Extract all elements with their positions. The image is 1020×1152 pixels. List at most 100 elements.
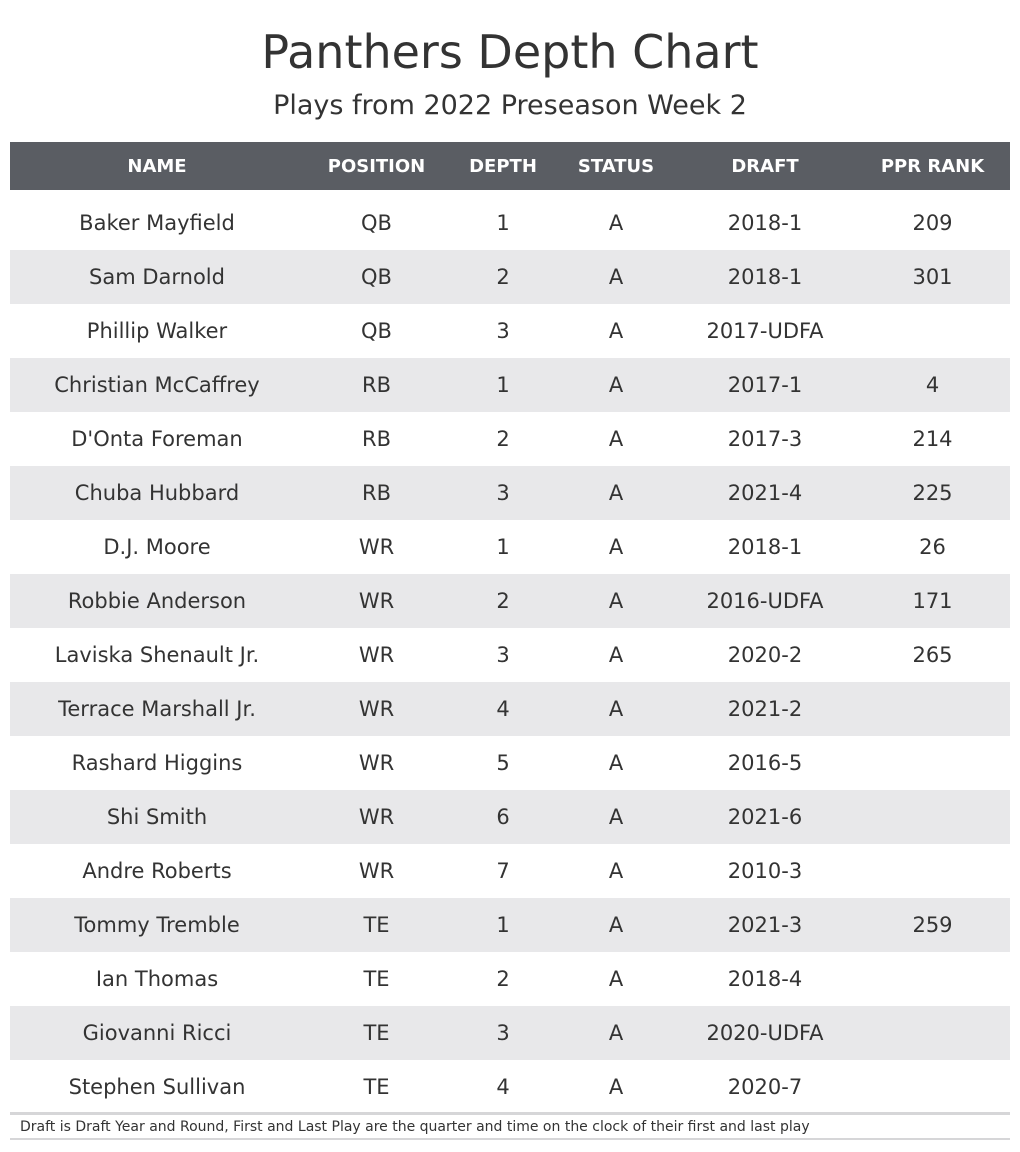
draft-cell: 2016-UDFA	[706, 589, 824, 613]
player-name-cell: D'Onta Foreman	[71, 427, 243, 451]
table-row: Robbie Anderson WR 2 A 2016-UDFA 171	[10, 574, 1010, 628]
draft-cell: 2018-1	[727, 211, 803, 235]
status-cell: A	[608, 589, 624, 613]
column-header-name: NAME	[127, 155, 187, 177]
player-name-cell: Laviska Shenault Jr.	[54, 643, 260, 667]
depth-cell: 1	[496, 535, 510, 559]
position-cell: TE	[363, 1021, 390, 1045]
draft-cell: 2018-1	[727, 265, 803, 289]
player-name-cell: Andre Roberts	[82, 859, 232, 883]
table-row: Baker Mayfield QB 1 A 2018-1 209	[10, 196, 1010, 250]
player-name-cell: Ian Thomas	[95, 967, 219, 991]
status-cell: A	[608, 535, 624, 559]
depth-cell: 4	[496, 1075, 510, 1099]
depth-cell: 4	[496, 697, 510, 721]
table-row: Laviska Shenault Jr. WR 3 A 2020-2 265	[10, 628, 1010, 682]
player-name-cell: Chuba Hubbard	[74, 481, 240, 505]
player-name-cell: Tommy Tremble	[74, 913, 240, 937]
column-header-ppr-rank: PPR RANK	[880, 155, 985, 177]
status-cell: A	[608, 319, 624, 343]
position-cell: WR	[358, 589, 395, 613]
status-cell: A	[608, 913, 624, 937]
draft-cell: 2017-UDFA	[706, 319, 824, 343]
depth-cell: 3	[496, 643, 510, 667]
draft-cell: 2017-1	[727, 373, 803, 397]
table-body: Baker Mayfield QB 1 A 2018-1 209 Sam Darnold QB…	[10, 196, 1010, 1114]
ppr-rank-cell: 26	[919, 535, 946, 559]
draft-cell: 2021-3	[727, 913, 803, 937]
draft-cell: 2021-6	[727, 805, 803, 829]
ppr-rank-cell: 301	[912, 265, 953, 289]
status-cell: A	[608, 481, 624, 505]
footnote: Draft is Draft Year and Round, First and…	[10, 1112, 1010, 1140]
status-cell: A	[608, 1075, 624, 1099]
table-row: Christian McCaffrey RB 1 A 2017-1 4	[10, 358, 1010, 412]
player-name-cell: D.J. Moore	[103, 535, 211, 559]
draft-cell: 2017-3	[727, 427, 803, 451]
ppr-rank-cell: 214	[912, 427, 953, 451]
position-cell: QB	[361, 265, 392, 289]
draft-cell: 2021-2	[727, 697, 803, 721]
status-cell: A	[608, 265, 624, 289]
draft-cell: 2021-4	[727, 481, 803, 505]
depth-cell: 6	[496, 805, 510, 829]
position-cell: QB	[361, 211, 392, 235]
table-row: D.J. Moore WR 1 A 2018-1 26	[10, 520, 1010, 574]
status-cell: A	[608, 1021, 624, 1045]
position-cell: WR	[358, 643, 395, 667]
position-cell: TE	[363, 967, 390, 991]
player-name-cell: Baker Mayfield	[79, 211, 235, 235]
depth-cell: 3	[496, 481, 510, 505]
depth-cell: 3	[496, 319, 510, 343]
depth-cell: 1	[496, 211, 510, 235]
status-cell: A	[608, 211, 624, 235]
position-cell: WR	[358, 697, 395, 721]
column-header-draft: DRAFT	[731, 155, 799, 177]
position-cell: TE	[363, 913, 390, 937]
draft-cell: 2016-5	[727, 751, 803, 775]
position-cell: RB	[362, 427, 391, 451]
position-cell: WR	[358, 805, 395, 829]
depth-chart-table: NAME POSITION DEPTH STATUS DRAFT PPR RAN…	[10, 142, 1010, 1114]
table-row: D'Onta Foreman RB 2 A 2017-3 214	[10, 412, 1010, 466]
status-cell: A	[608, 859, 624, 883]
ppr-rank-cell: 171	[912, 589, 953, 613]
position-cell: WR	[358, 859, 395, 883]
player-name-cell: Giovanni Ricci	[82, 1021, 232, 1045]
depth-cell: 1	[496, 373, 510, 397]
ppr-rank-cell: 225	[912, 481, 953, 505]
page-subtitle: Plays from 2022 Preseason Week 2	[273, 90, 747, 121]
column-header-depth: DEPTH	[469, 155, 537, 177]
player-name-cell: Christian McCaffrey	[54, 373, 260, 397]
position-cell: TE	[363, 1075, 390, 1099]
depth-cell: 3	[496, 1021, 510, 1045]
status-cell: A	[608, 967, 624, 991]
status-cell: A	[608, 697, 624, 721]
depth-cell: 7	[496, 859, 510, 883]
player-name-cell: Robbie Anderson	[67, 589, 247, 613]
draft-cell: 2010-3	[727, 859, 803, 883]
status-cell: A	[608, 751, 624, 775]
depth-cell: 2	[496, 265, 510, 289]
ppr-rank-cell: 259	[912, 913, 953, 937]
depth-cell: 2	[496, 967, 510, 991]
status-cell: A	[608, 427, 624, 451]
depth-cell: 2	[496, 427, 510, 451]
player-name-cell: Stephen Sullivan	[68, 1075, 246, 1099]
player-name-cell: Rashard Higgins	[71, 751, 243, 775]
player-name-cell: Sam Darnold	[89, 265, 225, 289]
position-cell: RB	[362, 481, 391, 505]
table-row: Ian Thomas TE 2 A 2018-4	[10, 952, 1010, 1006]
depth-cell: 2	[496, 589, 510, 613]
status-cell: A	[608, 805, 624, 829]
status-cell: A	[608, 643, 624, 667]
position-cell: WR	[358, 751, 395, 775]
ppr-rank-cell: 265	[912, 643, 953, 667]
player-name-cell: Phillip Walker	[86, 319, 228, 343]
table-row: Giovanni Ricci TE 3 A 2020-UDFA	[10, 1006, 1010, 1060]
ppr-rank-cell: 209	[912, 211, 953, 235]
draft-cell: 2020-7	[727, 1075, 803, 1099]
draft-cell: 2018-4	[727, 967, 803, 991]
table-row: Sam Darnold QB 2 A 2018-1 301	[10, 250, 1010, 304]
table-row: Chuba Hubbard RB 3 A 2021-4 225	[10, 466, 1010, 520]
